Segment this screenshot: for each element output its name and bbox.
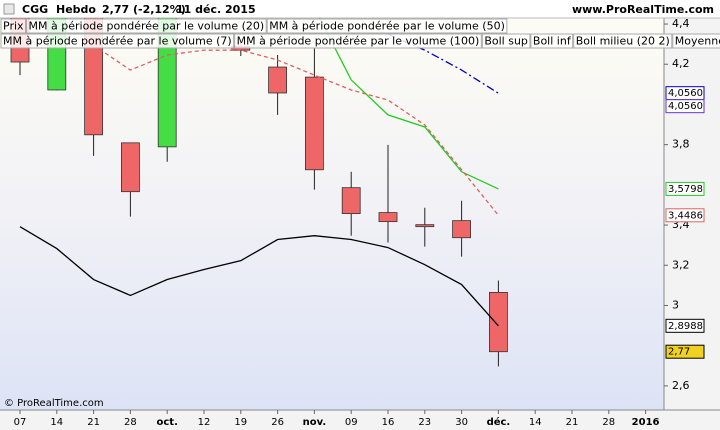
timeframe: Hebdo bbox=[56, 3, 96, 16]
x-tick-label: nov. bbox=[303, 417, 327, 428]
last-value-box bbox=[665, 318, 705, 333]
legend-label: Moyenne mobile bbox=[675, 35, 720, 48]
x-tick-label: 30 bbox=[455, 417, 468, 428]
last-value-label: 4,0560 bbox=[668, 101, 703, 112]
candle-body bbox=[121, 142, 140, 193]
x-tick-label: 14 bbox=[529, 417, 542, 428]
last-value-label: 2,77 bbox=[668, 347, 690, 358]
x-tick-label: 19 bbox=[234, 417, 247, 428]
x-tick-label: 16 bbox=[382, 417, 395, 428]
legend-box bbox=[234, 33, 482, 49]
legend-box bbox=[672, 33, 720, 49]
x-tick-label: 23 bbox=[418, 417, 431, 428]
legend-label: Boll inf bbox=[533, 35, 572, 48]
date: 11 déc. 2015 bbox=[176, 3, 256, 16]
x-axis-area bbox=[0, 410, 720, 430]
legend-box bbox=[266, 18, 508, 34]
candle-body bbox=[415, 224, 435, 228]
candle-body bbox=[304, 76, 324, 171]
last-value-label: 3,5798 bbox=[668, 184, 703, 195]
y-tick-label: 4,4 bbox=[672, 17, 690, 30]
y-tick-label: 4,2 bbox=[672, 57, 690, 70]
legend-box bbox=[26, 18, 267, 34]
last-quote: 2,77 (-2,12%) bbox=[102, 3, 186, 16]
legend-label: MM à période pondérée par le volume (20) bbox=[29, 20, 265, 33]
candle-body bbox=[268, 66, 288, 94]
legend-label: Boll sup bbox=[484, 35, 528, 48]
axes: 4,44,23,83,43,232,607 14 21 28 oct. 12 19 26 nov… bbox=[14, 17, 705, 428]
legend-label: Boll milieu (20 2) bbox=[576, 35, 670, 48]
y-tick-label: 2,6 bbox=[672, 379, 690, 392]
candle-body bbox=[341, 187, 361, 214]
source: www.ProRealTime.com bbox=[572, 3, 714, 16]
legend-label: MM à période pondérée par le volume (7) bbox=[3, 35, 232, 48]
x-tick-label: 14 bbox=[50, 417, 63, 428]
plot-area bbox=[0, 18, 664, 410]
x-tick-label: 2016 bbox=[632, 417, 660, 428]
candle-body bbox=[378, 212, 398, 223]
chart-title: CGG bbox=[22, 3, 48, 16]
last-value-label: 4,0560 bbox=[668, 88, 703, 99]
candle-body bbox=[488, 291, 508, 353]
candle-body bbox=[157, 18, 177, 148]
legend-box bbox=[0, 18, 27, 34]
last-value-box bbox=[665, 181, 705, 196]
x-tick-label: 09 bbox=[345, 417, 358, 428]
legend-box bbox=[530, 33, 574, 49]
last-value-label: 2,8988 bbox=[668, 321, 703, 332]
last-value-box bbox=[665, 344, 705, 359]
header-icon bbox=[3, 3, 15, 15]
copyright: © ProRealTime.com bbox=[4, 398, 104, 409]
indicator-line bbox=[93, 44, 499, 216]
legend-label: Prix bbox=[3, 20, 24, 33]
y-tick-label: 3,2 bbox=[672, 258, 690, 271]
last-value-box bbox=[665, 208, 705, 223]
legend-label: MM à période pondérée par le volume (50) bbox=[269, 20, 505, 33]
legend-box bbox=[0, 33, 235, 49]
x-tick-label: 21 bbox=[566, 417, 579, 428]
last-value-box bbox=[665, 99, 705, 114]
indicator-line bbox=[318, 18, 499, 190]
y-tick-label: 3,8 bbox=[672, 138, 690, 151]
candle-body bbox=[452, 220, 472, 239]
legend-box bbox=[573, 33, 673, 49]
x-tick-label: 28 bbox=[124, 417, 137, 428]
x-tick-label: déc. bbox=[487, 416, 511, 428]
x-tick-label: 07 bbox=[14, 417, 27, 428]
indicator-line bbox=[19, 226, 499, 327]
x-tick-label: oct. bbox=[157, 417, 178, 428]
x-tick-label: 28 bbox=[602, 417, 615, 428]
legend-label: MM à période pondérée par le volume (100… bbox=[237, 35, 480, 48]
x-tick-label: 21 bbox=[87, 417, 100, 428]
y-tick-label: 3 bbox=[672, 298, 679, 311]
x-tick-label: 12 bbox=[198, 417, 211, 428]
legend: Prix MM à période pondérée par le volume … bbox=[0, 18, 720, 49]
legend-box bbox=[481, 33, 531, 49]
x-tick-label: 26 bbox=[271, 417, 284, 428]
last-value-label: 3,4486 bbox=[668, 210, 703, 221]
